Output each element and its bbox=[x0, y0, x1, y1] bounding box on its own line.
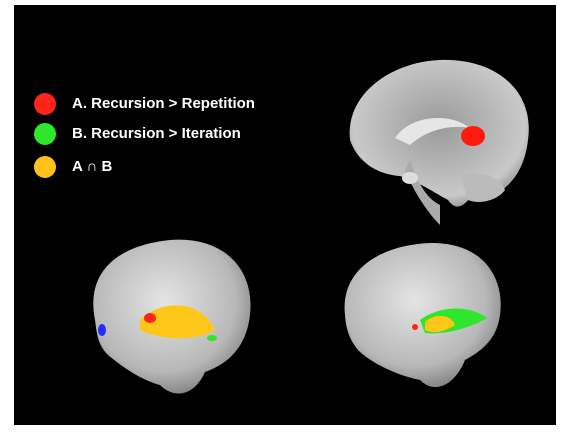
legend-swatch bbox=[34, 93, 56, 115]
legend-label: B. Recursion > Iteration bbox=[72, 125, 241, 142]
sagittal-brain bbox=[349, 59, 529, 225]
legend-swatch bbox=[34, 156, 56, 178]
legend-label: A. Recursion > Repetition bbox=[72, 95, 255, 112]
legend-label: A ∩ B bbox=[72, 158, 112, 175]
left-brain bbox=[93, 239, 251, 394]
right-brain bbox=[344, 242, 501, 388]
legend-swatch bbox=[34, 123, 56, 145]
legend: A. Recursion > Repetition B. Recursion > … bbox=[34, 93, 255, 178]
